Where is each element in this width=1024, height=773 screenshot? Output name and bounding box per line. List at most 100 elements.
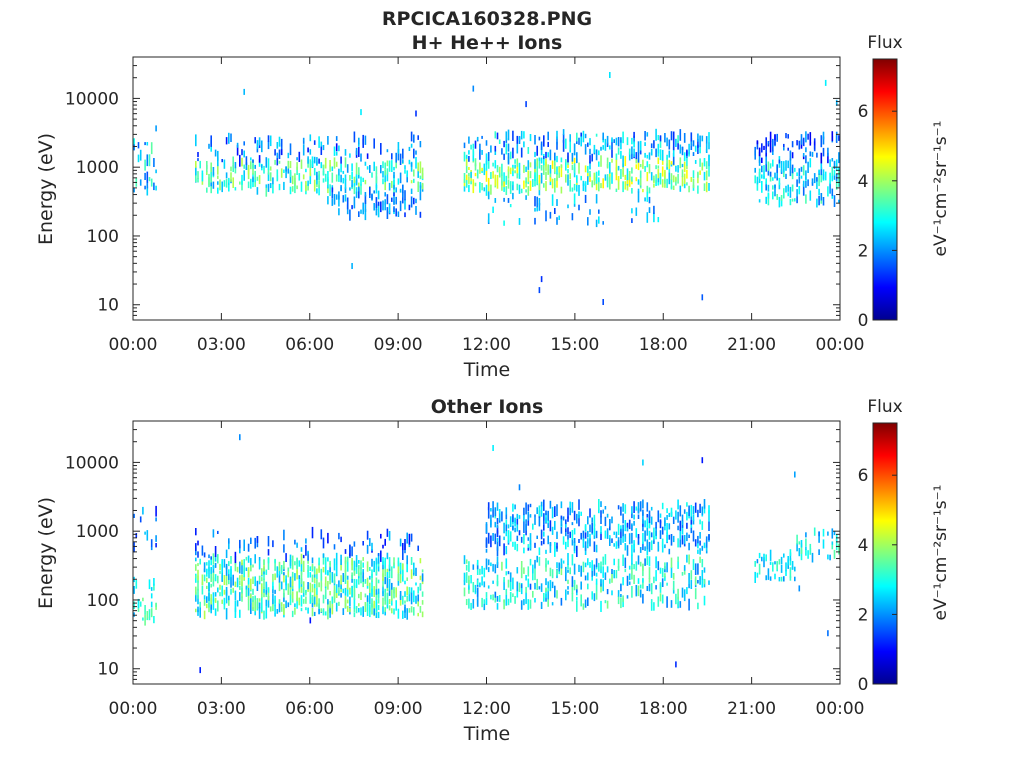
y-tick-label: 100 bbox=[87, 591, 119, 611]
spectrogram-cell bbox=[642, 563, 644, 571]
spectrogram-cell bbox=[388, 531, 391, 541]
spectrogram-cell bbox=[606, 157, 609, 169]
spectrogram-cell bbox=[822, 169, 825, 180]
spectrogram-cell bbox=[509, 581, 512, 591]
spectrogram-cell bbox=[697, 563, 699, 575]
spectrogram-cell bbox=[263, 165, 265, 174]
spectrogram-cell bbox=[228, 576, 230, 585]
spectrogram-cell bbox=[311, 563, 314, 570]
spectrogram-cell bbox=[648, 164, 651, 174]
spectrogram-cell bbox=[485, 549, 488, 553]
spectrogram-cell bbox=[622, 524, 624, 536]
spectrogram-cell bbox=[344, 549, 347, 554]
spectrogram-cell bbox=[523, 599, 525, 606]
spectrogram-cell bbox=[485, 153, 488, 165]
spectrogram-cell bbox=[313, 583, 316, 589]
spectrogram-cell bbox=[538, 158, 541, 169]
panel-title: Other Ions bbox=[431, 396, 544, 418]
spectrogram-cell bbox=[507, 129, 510, 141]
spectrogram-cell bbox=[360, 109, 362, 116]
spectrogram-cell bbox=[351, 263, 353, 269]
spectrogram-cell bbox=[549, 542, 552, 547]
spectrogram-cell bbox=[633, 135, 635, 144]
spectrogram-cell bbox=[507, 524, 510, 529]
spectrogram-cell bbox=[146, 530, 149, 541]
spectrogram-cells bbox=[133, 434, 840, 674]
spectrogram-cell bbox=[833, 195, 836, 207]
spectrogram-cell bbox=[408, 146, 411, 151]
spectrogram-cell bbox=[534, 159, 536, 169]
spectrogram-cell bbox=[316, 157, 318, 165]
spectrogram-cell bbox=[269, 166, 272, 171]
spectrogram-cell bbox=[349, 587, 351, 595]
spectrogram-cell bbox=[536, 158, 538, 167]
spectrogram-cell bbox=[551, 194, 554, 206]
spectrogram-cell bbox=[657, 541, 660, 552]
spectrogram-cell bbox=[653, 527, 655, 540]
spectrogram-cell bbox=[573, 579, 576, 584]
spectrogram-cell bbox=[300, 181, 303, 192]
spectrogram-cell bbox=[479, 568, 481, 575]
spectrogram-cell bbox=[250, 539, 252, 544]
spectrogram-cell bbox=[274, 159, 276, 165]
spectrogram-cell bbox=[670, 173, 673, 180]
spectrogram-cell bbox=[631, 208, 633, 214]
spectrogram-cell bbox=[364, 194, 367, 204]
spectrogram-cell bbox=[567, 169, 569, 174]
spectrogram-cell bbox=[494, 149, 497, 155]
spectrogram-cell bbox=[683, 535, 686, 544]
spectrogram-cell bbox=[278, 160, 281, 164]
spectrogram-cell bbox=[263, 578, 265, 589]
spectrogram-cell bbox=[569, 506, 571, 516]
spectrogram-cell bbox=[631, 506, 633, 514]
spectrogram-cell bbox=[543, 524, 545, 531]
spectrogram-cell bbox=[395, 587, 397, 598]
x-tick-label: 21:00 bbox=[727, 699, 776, 719]
spectrogram-cell bbox=[615, 531, 618, 539]
spectrogram-cell bbox=[399, 573, 402, 584]
spectrogram-cell bbox=[485, 597, 488, 605]
spectrogram-cell bbox=[492, 445, 494, 451]
spectrogram-cell bbox=[342, 195, 345, 203]
spectrogram-cell bbox=[395, 158, 397, 169]
spectrogram-cell bbox=[692, 559, 695, 570]
spectrogram-cell bbox=[324, 586, 327, 598]
spectrogram-cell bbox=[135, 580, 138, 589]
spectrogram-cell bbox=[659, 519, 662, 524]
spectrogram-cell bbox=[197, 158, 199, 162]
spectrogram-cell bbox=[252, 599, 254, 610]
spectrogram-cell bbox=[201, 545, 204, 556]
spectrogram-cell bbox=[509, 572, 512, 582]
spectrogram-cell bbox=[838, 135, 840, 141]
spectrogram-cell bbox=[313, 140, 316, 145]
spectrogram-cell bbox=[358, 186, 360, 192]
spectrogram-cell bbox=[805, 147, 807, 153]
spectrogram-cell bbox=[320, 575, 323, 588]
spectrogram-cell bbox=[206, 568, 208, 574]
spectrogram-cell bbox=[772, 150, 774, 155]
spectrogram-cell bbox=[463, 580, 466, 586]
spectrogram-cell bbox=[300, 569, 303, 575]
spectrogram-cell bbox=[327, 532, 329, 544]
spectrogram-cell bbox=[580, 175, 582, 181]
spectrogram-cell bbox=[150, 587, 153, 591]
spectrogram-cell bbox=[287, 567, 290, 572]
spectrogram-cell bbox=[195, 134, 197, 147]
spectrogram-cell bbox=[642, 532, 644, 544]
spectrogram-cell bbox=[595, 572, 598, 577]
spectrogram-cell bbox=[505, 524, 508, 532]
spectrogram-cell bbox=[613, 558, 615, 566]
spectrogram-cell bbox=[708, 505, 710, 514]
spectrogram-cell bbox=[472, 182, 475, 194]
spectrogram-cell bbox=[322, 553, 325, 565]
y-tick-label: 10000 bbox=[65, 453, 119, 473]
colorbar-title: Flux bbox=[867, 397, 902, 417]
spectrogram-cell bbox=[322, 537, 325, 549]
spectrogram-cell bbox=[322, 178, 325, 183]
spectrogram-cell bbox=[697, 133, 699, 142]
spectrogram-cell bbox=[201, 585, 204, 595]
spectrogram-cell bbox=[778, 196, 781, 208]
spectrogram-cell bbox=[534, 217, 536, 225]
spectrogram-cell bbox=[560, 164, 563, 168]
spectrogram-cell bbox=[787, 134, 789, 139]
